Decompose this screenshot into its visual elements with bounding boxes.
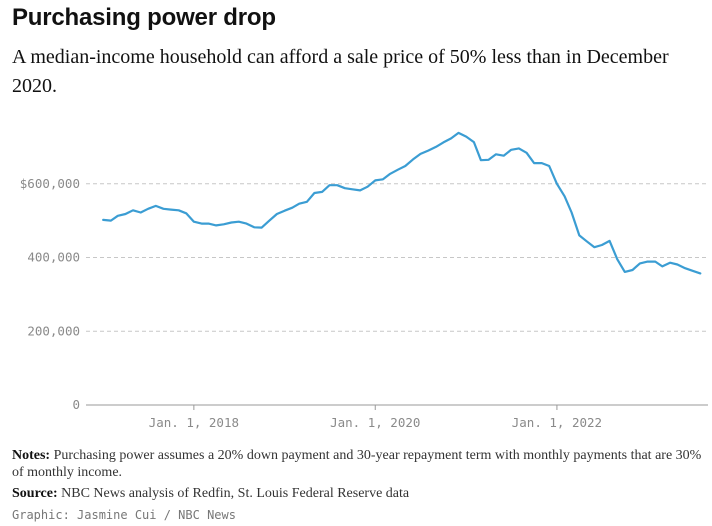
graphic-credit: Graphic: Jasmine Cui / NBC News [12, 508, 236, 522]
chart-subtitle: A median-income household can afford a s… [12, 46, 669, 97]
x-tick-label: Jan. 1, 2020 [330, 415, 420, 430]
chart-title: Purchasing power drop [12, 4, 276, 31]
x-tick-label: Jan. 1, 2018 [149, 415, 239, 430]
notes: Notes: Purchasing power assumes a 20% do… [12, 447, 702, 481]
chart-footer: Notes: Purchasing power assumes a 20% do… [12, 447, 702, 502]
notes-text: Purchasing power assumes a 20% down paym… [12, 448, 702, 480]
y-tick-label: 400,000 [27, 250, 80, 265]
source: Source: NBC News analysis of Redfin, St.… [12, 485, 702, 502]
y-tick-label: 0 [72, 397, 80, 412]
source-text: NBC News analysis of Redfin, St. Louis F… [61, 486, 410, 501]
purchasing-power-line [102, 131, 702, 275]
x-tick-label: Jan. 1, 2022 [512, 415, 602, 430]
y-tick-label: 200,000 [27, 323, 80, 338]
y-tick-label: $600,000 [20, 176, 80, 191]
notes-label: Notes: [12, 448, 51, 463]
source-label: Source: [12, 486, 58, 501]
line-chart: 0 200,000 400,000 $600,000 Jan. 1, 2018 Jan. … [20, 131, 708, 430]
